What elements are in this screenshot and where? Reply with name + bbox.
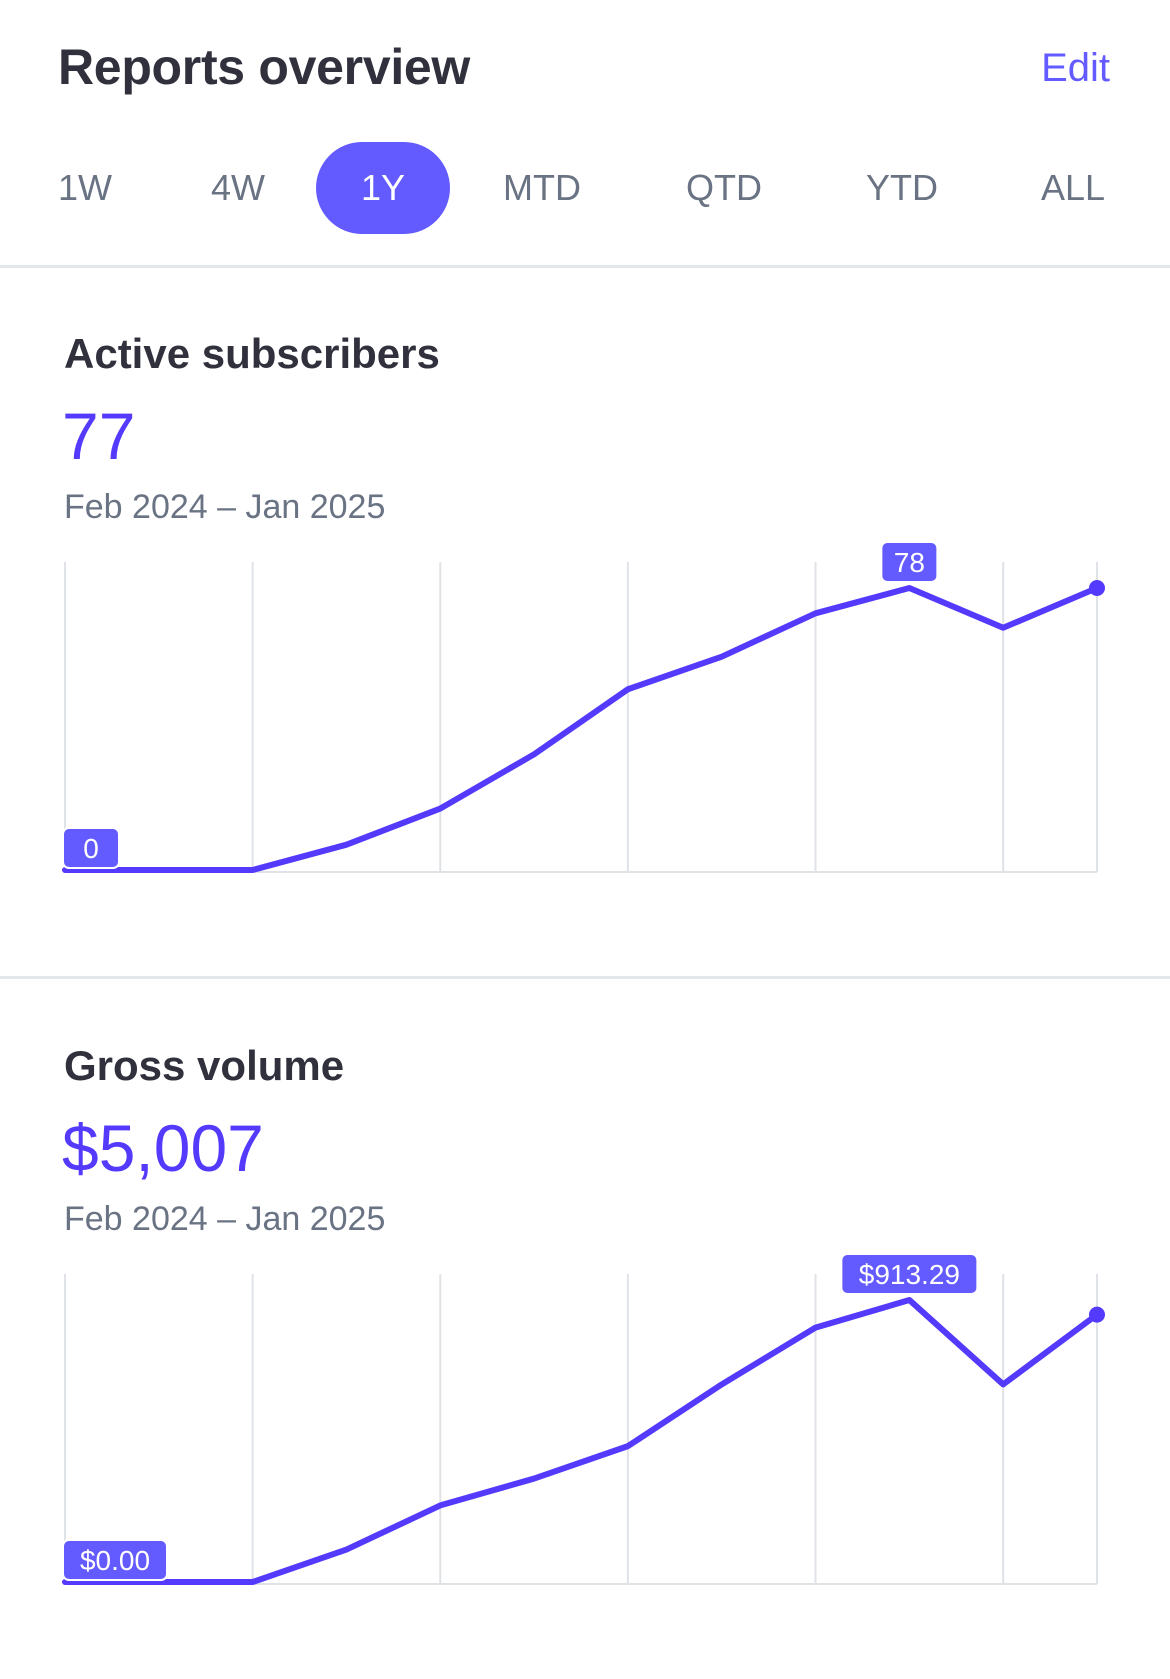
active-subscribers-card[interactable]: Active subscribers 77 Feb 2024 – Jan 202…	[0, 268, 1170, 978]
subscribers-chart: 0 78	[62, 541, 1105, 873]
value-badge-label: 0	[83, 833, 99, 864]
period-tabs: 1W 4W 1Y MTD QTD YTD ALL	[0, 142, 1170, 234]
divider	[0, 976, 1170, 979]
value-badge	[880, 541, 939, 583]
date-range: Feb 2024 – Jan 2025	[64, 1200, 386, 1238]
tab-1y[interactable]: 1Y	[316, 142, 450, 234]
tab-1w[interactable]: 1W	[58, 167, 112, 208]
series-line	[62, 585, 1100, 873]
tab-qtd[interactable]: QTD	[686, 167, 762, 208]
page-title: Reports overview	[58, 39, 471, 95]
value-badge	[62, 1539, 168, 1581]
tab-all[interactable]: ALL	[1040, 167, 1106, 208]
tab-ytd[interactable]: YTD	[866, 167, 938, 208]
gross-volume-card[interactable]: Gross volume $5,007 Feb 2024 – Jan 2025 …	[0, 978, 1170, 1678]
edit-button[interactable]: Edit	[1041, 46, 1110, 90]
divider	[0, 265, 1170, 268]
tab-mtd[interactable]: MTD	[503, 167, 581, 208]
metric-value: 77	[62, 399, 136, 473]
series-line	[62, 1297, 1100, 1585]
date-range: Feb 2024 – Jan 2025	[64, 488, 386, 526]
section-title: Gross volume	[64, 1042, 345, 1089]
value-badge	[840, 1253, 979, 1295]
value-badge-label: 78	[894, 547, 925, 578]
tab-4w[interactable]: 4W	[211, 167, 265, 208]
metric-value: $5,007	[62, 1111, 264, 1185]
end-point	[1089, 1306, 1105, 1323]
value-badge	[62, 827, 120, 869]
value-badge-label: $913.29	[859, 1259, 960, 1290]
section-title: Active subscribers	[64, 330, 440, 377]
header: Reports overview Edit	[0, 0, 1170, 140]
end-point	[1089, 580, 1105, 596]
gross-volume-chart: $0.00 $913.29	[62, 1253, 1105, 1585]
value-badge-label: $0.00	[80, 1545, 150, 1576]
